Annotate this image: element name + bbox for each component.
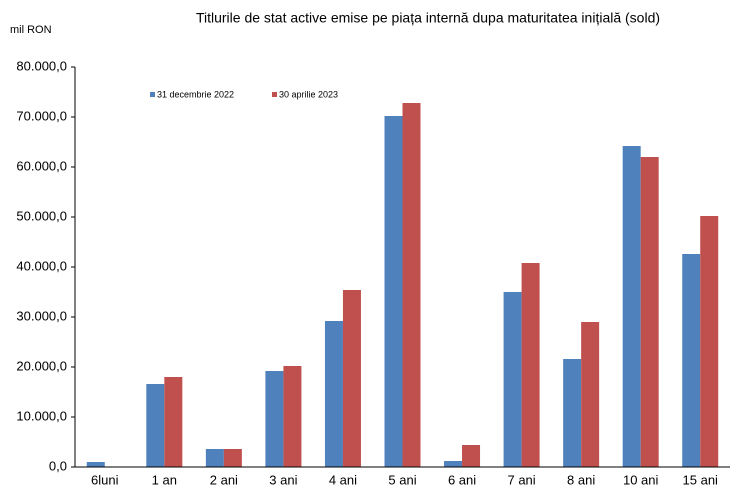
y-tick-label: 30.000,0	[16, 308, 67, 323]
bar	[324, 321, 343, 467]
y-tick-label: 40.000,0	[16, 258, 67, 273]
legend-swatch	[150, 92, 155, 97]
y-tick-label: 80.000,0	[16, 58, 67, 73]
bar	[444, 461, 463, 467]
bar	[342, 290, 361, 467]
bar	[521, 263, 540, 467]
x-tick-label: 6 ani	[448, 472, 476, 487]
bar	[164, 377, 183, 467]
bar	[223, 449, 242, 467]
bar	[265, 371, 284, 467]
bar	[146, 384, 165, 467]
x-tick-label: 8 ani	[567, 472, 595, 487]
x-tick-label: 4 ani	[329, 472, 357, 487]
y-tick-label: 10.000,0	[16, 408, 67, 423]
bar	[402, 103, 421, 467]
y-tick-label: 20.000,0	[16, 358, 67, 373]
legend-label: 31 decembrie 2022	[157, 89, 234, 99]
bar	[503, 292, 522, 467]
bar	[563, 359, 582, 467]
bar	[86, 462, 105, 467]
y-tick-label: 60.000,0	[16, 158, 67, 173]
bar	[283, 366, 302, 467]
bar	[700, 216, 719, 467]
y-tick-label: 0,0	[49, 458, 67, 473]
bar	[682, 254, 701, 467]
x-tick-label: 2 ani	[210, 472, 238, 487]
y-axis-label: mil RON	[10, 24, 52, 36]
legend-swatch	[272, 92, 277, 97]
x-tick-label: 1 an	[152, 472, 177, 487]
x-tick-label: 3 ani	[269, 472, 297, 487]
bar	[622, 146, 641, 467]
chart-title: Titlurile de stat active emise pe piața …	[196, 10, 660, 26]
bar	[640, 157, 659, 467]
y-tick-label: 70.000,0	[16, 108, 67, 123]
bar	[384, 116, 403, 467]
x-tick-label: 15 ani	[683, 472, 719, 487]
y-tick-label: 50.000,0	[16, 208, 67, 223]
bar	[205, 449, 224, 467]
x-tick-label: 10 ani	[623, 472, 659, 487]
x-tick-label: 7 ani	[507, 472, 535, 487]
bar	[462, 445, 481, 467]
x-tick-label: 5 ani	[388, 472, 416, 487]
legend-label: 30 aprilie 2023	[279, 89, 338, 99]
x-tick-label: 6luni	[91, 472, 119, 487]
bar	[581, 322, 600, 467]
